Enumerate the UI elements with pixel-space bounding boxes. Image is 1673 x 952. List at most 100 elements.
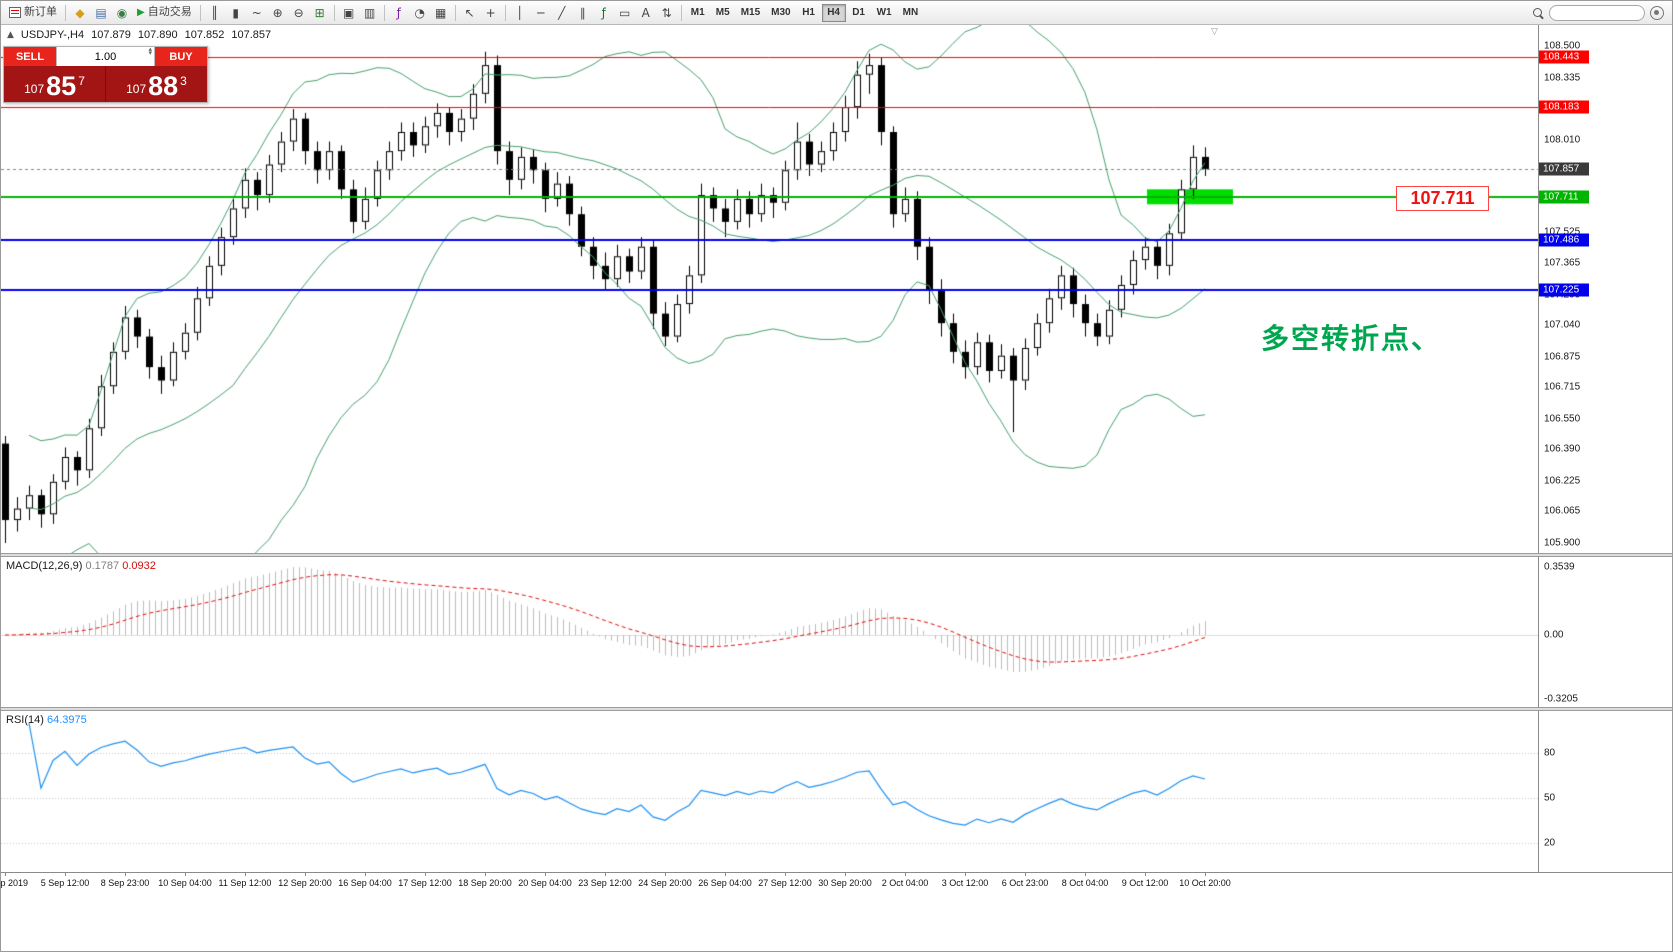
chart-shift-marker[interactable]: ▽	[1211, 27, 1218, 37]
timeframe-m5-button[interactable]: M5	[711, 4, 735, 22]
axis-tick-label: 20	[1544, 837, 1556, 849]
price-callout[interactable]: 107.711	[1396, 186, 1489, 211]
spin-down-icon[interactable]: ▾	[148, 48, 152, 57]
axis-tick-label: -0.3205	[1544, 693, 1578, 705]
timeframe-m1-button[interactable]: M1	[686, 4, 710, 22]
time-axis-label: 5 Sep 12:00	[40, 878, 90, 888]
buy-price[interactable]: 107 88 3	[106, 66, 207, 102]
cascade-windows-icon[interactable]: ▣	[339, 3, 359, 23]
timeframe-m15-button[interactable]: M15	[736, 4, 765, 22]
time-tick	[1085, 873, 1086, 876]
sell-button[interactable]: SELL	[4, 47, 56, 66]
auto-trading-button[interactable]: ▶ 自动交易	[133, 3, 196, 23]
axis-tick-label: 107.040	[1544, 319, 1581, 331]
vertical-line-icon[interactable]: │	[510, 3, 530, 23]
time-axis-label: 8 Oct 04:00	[1061, 878, 1109, 888]
line-chart-icon[interactable]: ~	[247, 3, 267, 23]
axis-tick-label: 106.550	[1544, 413, 1581, 425]
indicators-icon[interactable]: ƒ	[389, 3, 409, 23]
price-axis[interactable]: 108.500108.335108.175108.010107.850107.6…	[1538, 25, 1672, 553]
history-center-icon[interactable]: ◉	[112, 3, 132, 23]
time-axis-label: 2 Oct 04:00	[881, 878, 929, 888]
timeframe-w1-button[interactable]: W1	[872, 4, 897, 22]
buy-price-prefix: 107	[126, 82, 147, 96]
macd-canvas[interactable]	[1, 557, 1538, 707]
data-window-icon[interactable]: ▤	[91, 3, 111, 23]
time-axis-label: 18 Sep 20:00	[458, 878, 512, 888]
rsi-canvas[interactable]	[1, 711, 1538, 872]
equidistant-channel-icon[interactable]: ∥	[573, 3, 593, 23]
symbol-title: USDJPY-,H4	[20, 29, 85, 41]
level-price-badge: 107.711	[1539, 190, 1589, 204]
time-axis-label: 8 Sep 23:00	[100, 878, 150, 888]
shapes-icon[interactable]: ▭	[615, 3, 635, 23]
time-axis-label: 26 Sep 04:00	[698, 878, 752, 888]
timeframe-m30-button[interactable]: M30	[766, 4, 795, 22]
sell-price-pip: 7	[78, 74, 85, 88]
spin-up-icon[interactable]: ▴	[148, 45, 152, 53]
crosshair-icon[interactable]: +	[481, 3, 501, 23]
time-axis-label: 30 Sep 20:00	[818, 878, 872, 888]
tile-windows-icon[interactable]: ⊞	[310, 3, 330, 23]
volume-field[interactable]: 1.00 ▴ ▾	[56, 45, 155, 66]
level-price-badge: 108.183	[1539, 100, 1589, 114]
new-order-button[interactable]: 新订单	[5, 3, 61, 23]
time-tick	[65, 873, 66, 876]
search-input[interactable]	[1549, 4, 1645, 21]
time-axis-label: 16 Sep 04:00	[338, 878, 392, 888]
timeframe-mn-button[interactable]: MN	[898, 4, 924, 22]
zoom-in-icon[interactable]: ⊕	[268, 3, 288, 23]
timeframe-d1-button[interactable]: D1	[847, 4, 871, 22]
timeframe-h1-button[interactable]: H1	[797, 4, 821, 22]
time-axis[interactable]: 3 Sep 2019 5 Sep 12:00 8 Sep 23:00 10 Sep 0…	[1, 872, 1672, 892]
rsi-label: RSI(14) 64.3975	[6, 714, 87, 726]
templates-icon[interactable]: ▦	[431, 3, 451, 23]
timeframe-h4-button[interactable]: H4	[821, 3, 846, 22]
level-price-badge: 107.486	[1539, 233, 1589, 247]
panel-divider[interactable]	[1, 707, 1672, 711]
rsi-axis[interactable]: 80 50 20	[1538, 711, 1672, 872]
rsi-panel: 80 50 20 RSI(14) 64.3975	[1, 711, 1672, 872]
buy-button[interactable]: BUY	[155, 47, 207, 66]
community-icon[interactable]	[1650, 5, 1664, 20]
one-click-trading-panel: SELL 1.00 ▴ ▾ BUY 107 85 7 107 88 3	[3, 46, 208, 103]
horizontal-line-icon[interactable]: ─	[531, 3, 551, 23]
panel-divider[interactable]	[1, 553, 1672, 557]
time-tick	[425, 873, 426, 876]
candlestick-chart-icon[interactable]: ▮	[226, 3, 246, 23]
time-tick	[185, 873, 186, 876]
axis-tick-label: 106.875	[1544, 351, 1581, 363]
time-axis-label: 23 Sep 12:00	[578, 878, 632, 888]
arrows-icon[interactable]: ⇅	[657, 3, 677, 23]
ohlc-open: 107.879	[91, 29, 131, 41]
play-icon: ▶	[137, 6, 145, 18]
profiles-icon[interactable]: ◆	[70, 3, 90, 23]
text-icon[interactable]: A	[636, 3, 656, 23]
periods-icon[interactable]: ◔	[410, 3, 430, 23]
sell-price-prefix: 107	[24, 82, 45, 96]
time-tick	[845, 873, 846, 876]
bar-chart-icon[interactable]: ║	[205, 3, 225, 23]
volume-spinner[interactable]: ▴ ▾	[148, 45, 152, 57]
one-click-toggle-icon[interactable]: ▲	[7, 30, 14, 40]
chart-annotation[interactable]: 多空转折点、	[1261, 323, 1442, 354]
time-axis-label: 12 Sep 20:00	[278, 878, 332, 888]
new-order-label: 新订单	[24, 6, 57, 18]
level-price-badge: 108.443	[1539, 50, 1589, 64]
time-tick	[5, 873, 6, 876]
tile-horizontal-icon[interactable]: ▥	[360, 3, 380, 23]
cursor-icon[interactable]: ↖	[460, 3, 480, 23]
search-icon	[1532, 7, 1544, 19]
price-chart-canvas[interactable]	[1, 25, 1538, 553]
time-axis-label: 17 Sep 12:00	[398, 878, 452, 888]
time-tick	[785, 873, 786, 876]
sell-price[interactable]: 107 85 7	[4, 66, 105, 102]
time-tick	[905, 873, 906, 876]
trendline-icon[interactable]: ╱	[552, 3, 572, 23]
time-axis-label: 3 Sep 2019	[1, 878, 29, 888]
bottom-filler	[1, 892, 1672, 949]
macd-axis[interactable]: 0.3539 0.00 -0.3205	[1538, 557, 1672, 707]
rsi-name: RSI(14)	[6, 714, 44, 726]
fibonacci-icon[interactable]: ƒ	[594, 3, 614, 23]
zoom-out-icon[interactable]: ⊖	[289, 3, 309, 23]
